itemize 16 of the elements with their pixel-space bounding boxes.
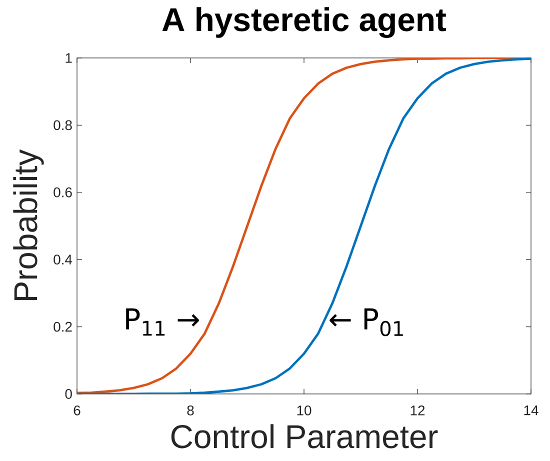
chart-title: A hysteretic agent <box>162 7 446 38</box>
y-tick-label: 1 <box>66 53 72 63</box>
annotation: P$_{11}$ → <box>126 308 199 336</box>
annotation: ← P$_{01}$ <box>330 308 403 336</box>
x-tick-label: 6 <box>74 405 80 416</box>
y-tick-label: 0.2 <box>54 322 72 332</box>
x-tick-label: 14 <box>524 406 538 416</box>
y-tick-label: 0 <box>65 389 72 399</box>
y-tick-label: 0.8 <box>54 120 72 130</box>
x-tick-label: 12 <box>410 405 425 416</box>
y-tick-label: 0.4 <box>54 254 72 265</box>
x-axis-title: Control Parameter <box>171 424 438 448</box>
x-tick-label: 8 <box>187 405 194 416</box>
y-tick-label: 0.6 <box>54 187 72 198</box>
x-tick-label: 10 <box>297 405 312 416</box>
y-axis-title: Probability <box>13 149 44 300</box>
